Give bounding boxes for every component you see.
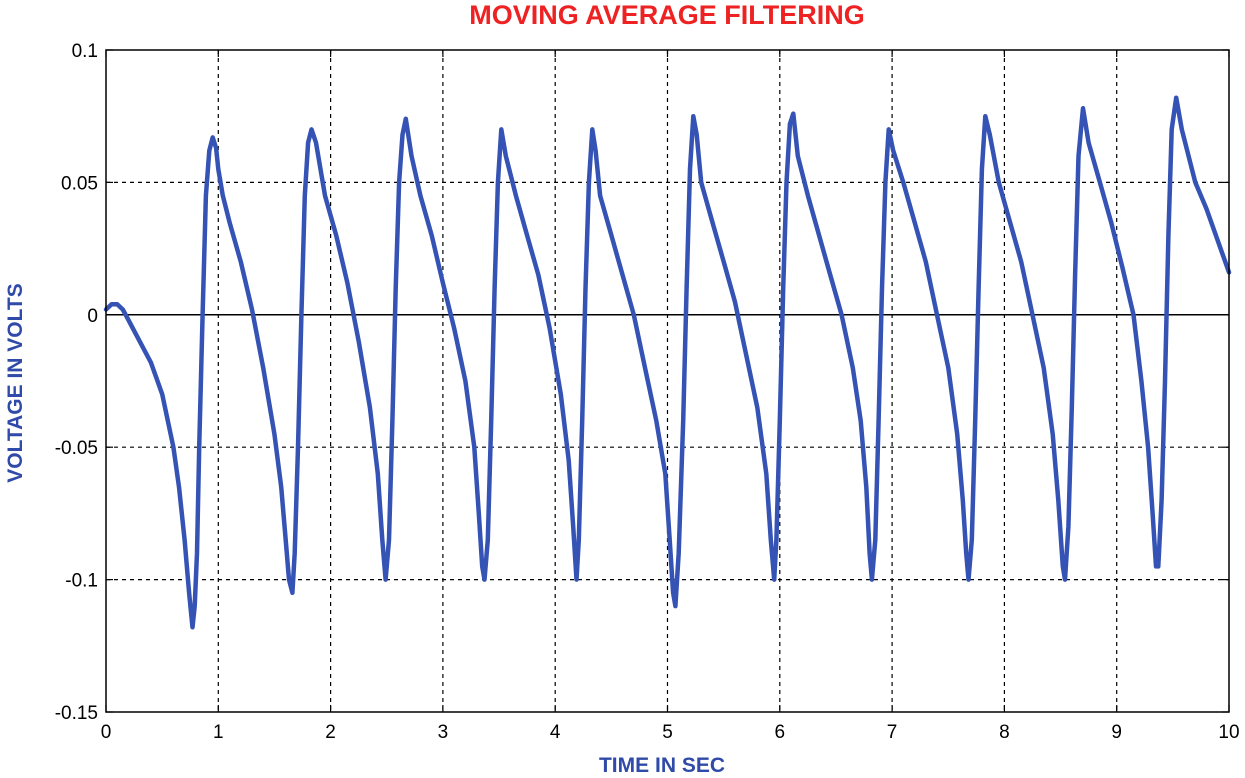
x-axis-label: TIME IN SEC — [599, 754, 725, 777]
x-tick-label: 3 — [438, 722, 449, 743]
chart-title: MOVING AVERAGE FILTERING — [469, 0, 865, 30]
x-tick-label: 6 — [775, 722, 786, 743]
y-tick-label: 0 — [87, 306, 98, 327]
x-tick-label: 5 — [662, 722, 673, 743]
x-axis-ticks: 0 1 2 3 4 5 6 7 8 9 10 — [101, 50, 1240, 743]
series-line — [103, 95, 1232, 630]
series-group — [103, 95, 1232, 630]
y-tick-label: 0.05 — [61, 173, 98, 194]
y-tick-label: -0.15 — [55, 703, 98, 724]
grid-lines — [106, 50, 1229, 712]
x-tick-label: 7 — [887, 722, 898, 743]
x-tick-label: 8 — [999, 722, 1010, 743]
x-tick-label: 4 — [550, 722, 561, 743]
y-axis-label: VOLTAGE IN VOLTS — [4, 283, 27, 483]
x-tick-label: 9 — [1111, 722, 1122, 743]
y-tick-label: -0.05 — [55, 438, 98, 459]
y-axis-ticks: 0.1 0.05 0 -0.05 -0.1 -0.15 — [55, 41, 1229, 724]
x-tick-label: 0 — [101, 722, 112, 743]
x-tick-label: 10 — [1218, 722, 1239, 743]
x-tick-label: 1 — [213, 722, 224, 743]
y-tick-label: -0.1 — [65, 571, 98, 592]
x-tick-label: 2 — [325, 722, 336, 743]
y-tick-label: 0.1 — [72, 41, 98, 62]
